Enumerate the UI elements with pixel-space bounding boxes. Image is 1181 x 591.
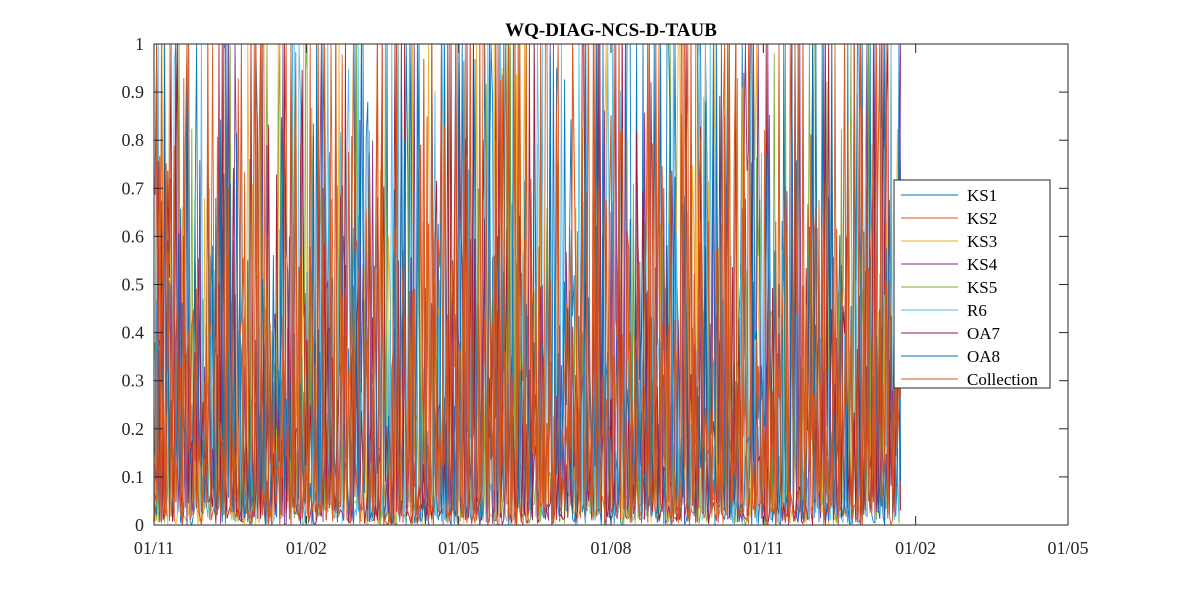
legend-label-ks2: KS2 — [967, 209, 997, 228]
legend-label-collection: Collection — [967, 370, 1038, 389]
legend-label-ks3: KS3 — [967, 232, 997, 251]
y-tick-label: 0.1 — [122, 467, 145, 487]
y-tick-label: 0.9 — [122, 82, 145, 102]
legend-label-ks4: KS4 — [967, 255, 998, 274]
x-tick-label: 01/11 — [743, 538, 783, 558]
x-tick-label: 01/02 — [895, 538, 936, 558]
legend-box — [893, 179, 1051, 389]
x-tick-label: 01/11 — [134, 538, 174, 558]
y-tick-label: 0.6 — [122, 226, 145, 246]
y-tick-label: 0.5 — [122, 275, 145, 295]
legend-label-oa7: OA7 — [967, 324, 1001, 343]
series-lines — [154, 43, 902, 527]
x-tick-label: 01/05 — [1047, 538, 1088, 558]
x-tick-label: 01/08 — [590, 538, 631, 558]
legend-label-ks5: KS5 — [967, 278, 997, 297]
y-tick-label: 0.8 — [122, 130, 145, 150]
y-tick-label: 0.4 — [122, 323, 145, 343]
legend-label-oa8: OA8 — [967, 347, 1000, 366]
legend-label-r6: R6 — [967, 301, 987, 320]
y-tick-label: 0.7 — [122, 178, 145, 198]
series-line-collection — [154, 43, 902, 526]
y-tick-label: 0.3 — [122, 371, 145, 391]
y-axis-ticks: 0 0.1 0.2 0.3 0.4 0.5 0.6 0.7 0.8 0.9 1 — [122, 34, 1068, 535]
y-tick-label: 0.2 — [122, 419, 145, 439]
chart-title: WQ-DIAG-NCS-D-TAUB — [505, 20, 717, 41]
y-tick-label: 0 — [135, 515, 144, 535]
x-axis-ticks: 01/11 01/02 01/05 01/08 01/11 01/02 01/05 — [134, 44, 1089, 558]
x-tick-label: 01/02 — [286, 538, 327, 558]
y-tick-label: 1 — [135, 34, 144, 54]
legend: KS1 KS2 KS3 KS4 KS5 R6 OA7 OA8 Collection — [893, 179, 1051, 389]
x-tick-label: 01/05 — [438, 538, 479, 558]
legend-label-ks1: KS1 — [967, 186, 997, 205]
